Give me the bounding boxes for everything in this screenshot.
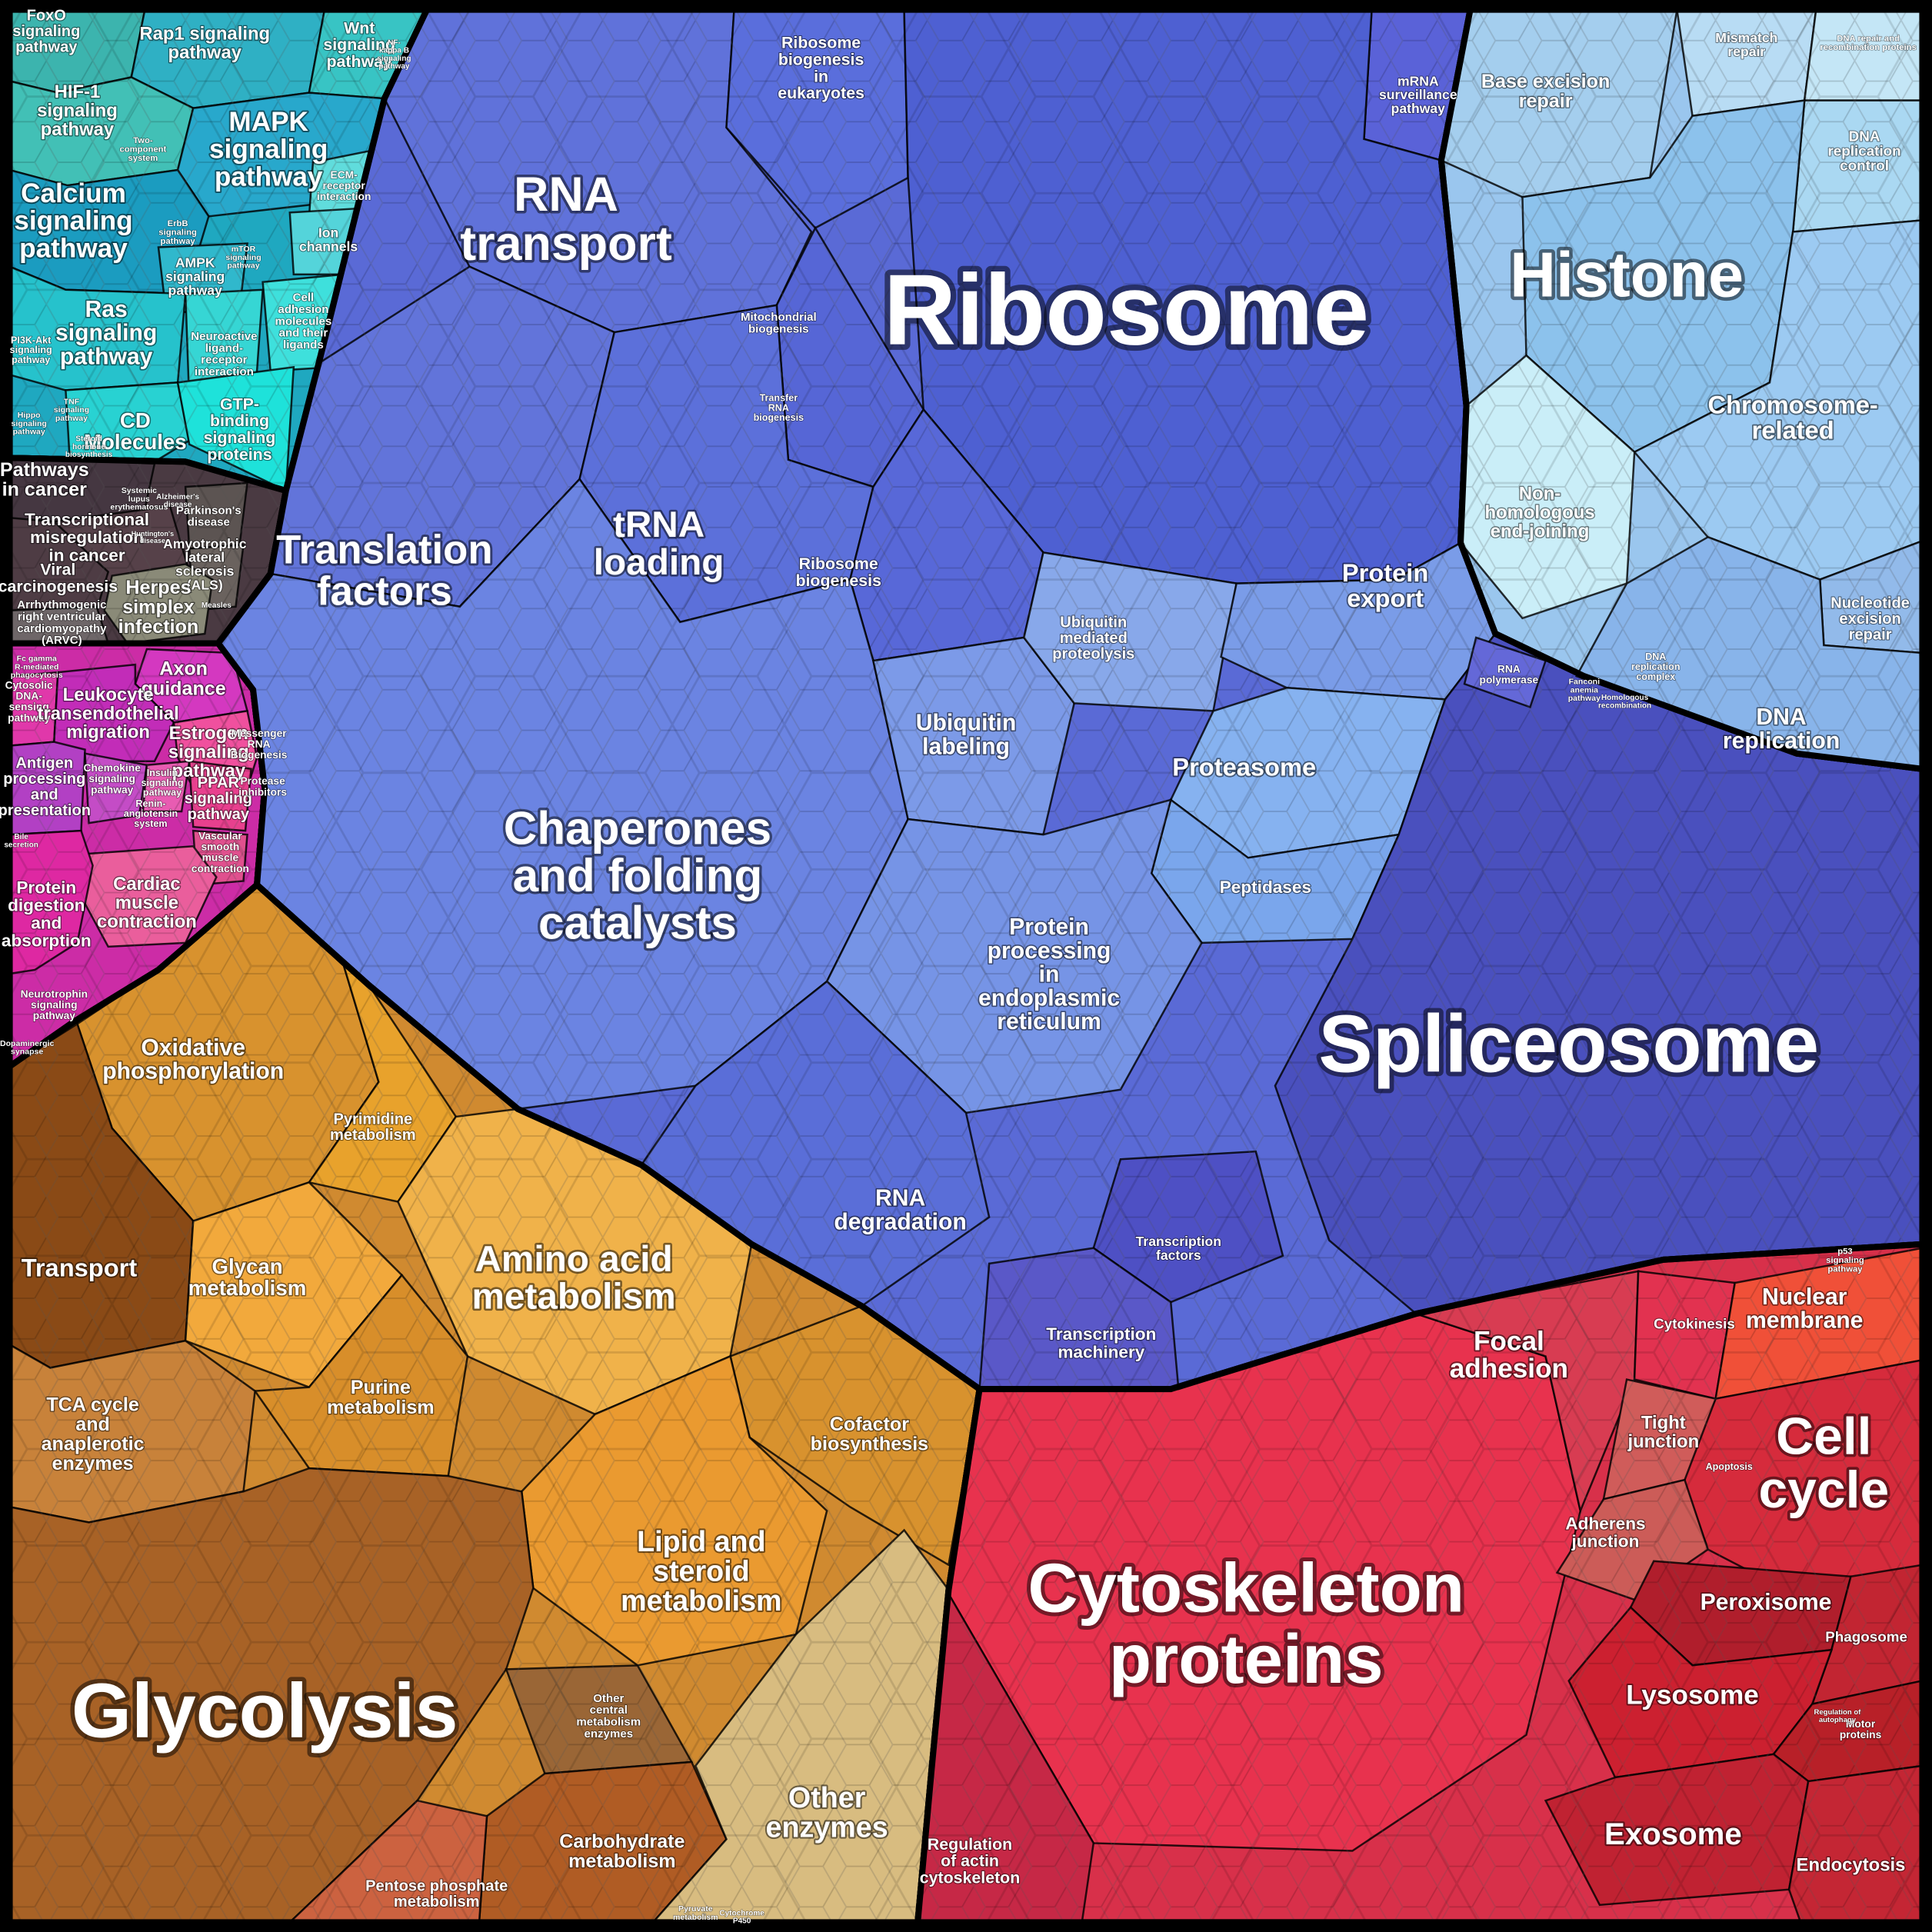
region-parkinsons[interactable] (184, 481, 248, 550)
region-insulin[interactable] (142, 760, 191, 813)
region-dna-replication-control[interactable] (1791, 99, 1924, 233)
region-ppar[interactable] (188, 760, 252, 832)
region-endocytosis[interactable] (1787, 1764, 1924, 1924)
region-hif1[interactable] (8, 76, 195, 187)
region-cd-molecules[interactable] (65, 381, 191, 463)
region-dna-repair-recombination[interactable] (1803, 8, 1924, 102)
region-cytosolic-dna[interactable] (8, 671, 59, 748)
region-tca-cycle[interactable] (8, 1339, 256, 1524)
region-chemokine[interactable] (84, 752, 148, 824)
region-mismatch-repair[interactable] (1675, 8, 1817, 118)
region-herpes-simplex[interactable] (103, 563, 214, 645)
region-base-excision-repair[interactable] (1440, 8, 1678, 198)
region-antigen[interactable] (8, 741, 86, 836)
region-arvc[interactable] (8, 605, 110, 645)
